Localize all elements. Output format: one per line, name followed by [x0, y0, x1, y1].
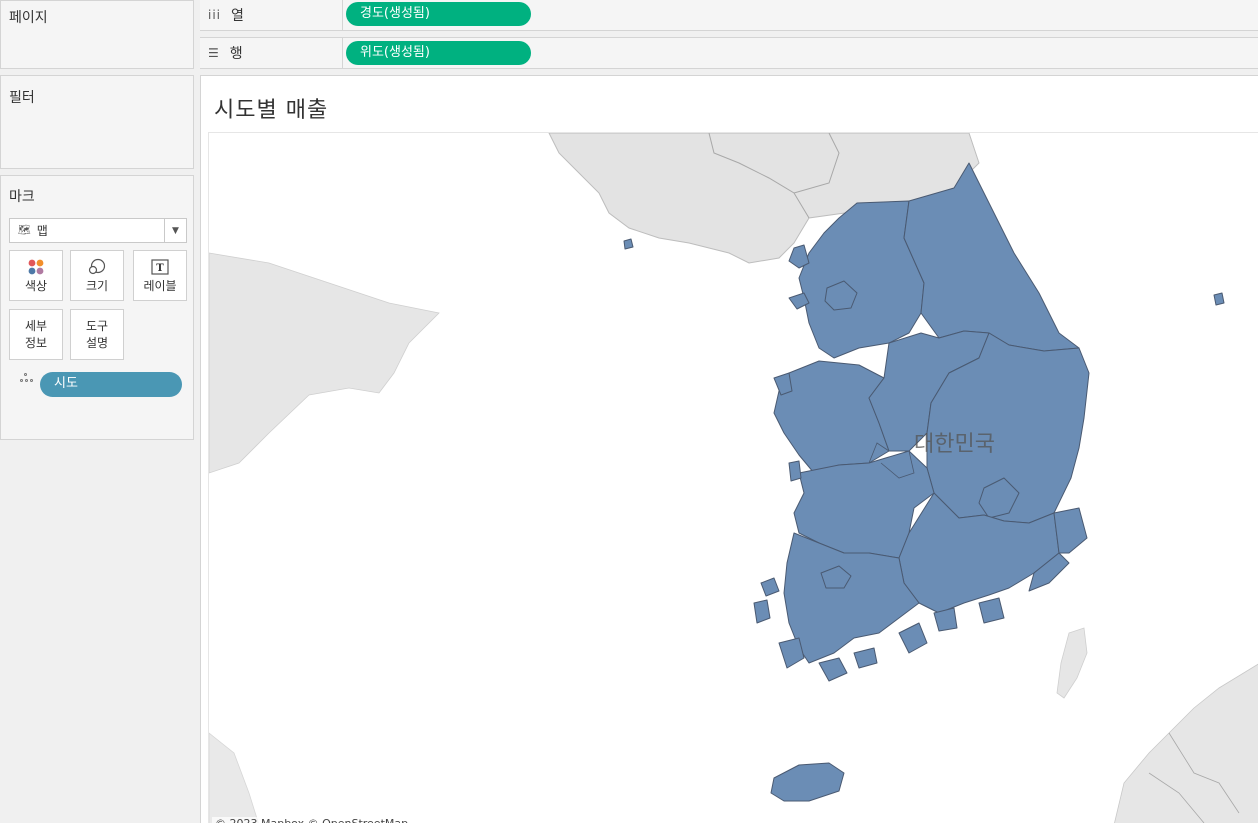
text-label-icon: T: [151, 256, 169, 278]
country-label: 대한민국: [914, 432, 995, 457]
detail-field-pill[interactable]: 시도: [40, 372, 182, 397]
longitude-pill[interactable]: 경도(생성됨): [346, 2, 531, 26]
detail-field-row: [19, 372, 35, 384]
korea-regions: [623, 162, 1225, 802]
tooltip-button-label-1: 도구: [85, 318, 109, 333]
region-busan: [1028, 552, 1070, 592]
size-button[interactable]: 크기: [70, 250, 124, 301]
map-canvas[interactable]: [209, 133, 1258, 823]
chevron-down-icon[interactable]: ▼: [164, 219, 186, 242]
detail-button-label-1: 세부: [24, 318, 48, 333]
region-seoul: [824, 280, 858, 311]
pages-card-title: 페이지: [9, 10, 48, 26]
rows-label-text: 행: [229, 46, 243, 62]
pages-card[interactable]: 페이지: [0, 0, 194, 69]
region-borders: [868, 442, 915, 479]
map-attribution[interactable]: © 2023 Mapbox © OpenStreetMap: [212, 817, 412, 823]
land-west: [209, 252, 440, 474]
region-daegu: [978, 477, 1020, 519]
region-jeonnam: [783, 532, 920, 664]
tooltip-button[interactable]: 도구 설명: [70, 309, 124, 360]
island-9: [853, 647, 878, 669]
color-button[interactable]: 색상: [9, 250, 63, 301]
label-button[interactable]: T 레이블: [133, 250, 187, 301]
island-6: [753, 599, 771, 624]
detail-button[interactable]: 세부 정보: [9, 309, 63, 360]
rows-icon: ☰: [208, 46, 220, 60]
island-13: [623, 238, 634, 250]
island-10: [898, 622, 928, 654]
svg-text:T: T: [156, 263, 164, 274]
mark-type-label: 맵: [36, 224, 48, 238]
color-dots-icon: [27, 256, 45, 278]
columns-icon: iii: [208, 8, 222, 22]
map-view[interactable]: 대한민국 © 2023 Mapbox © OpenStreetMap: [208, 132, 1258, 823]
island-12: [978, 597, 1005, 624]
rows-shelf[interactable]: ☰ 행 위도(생성됨): [200, 37, 1258, 69]
label-button-label: 레이블: [143, 279, 177, 293]
region-ulsan: [1053, 507, 1088, 554]
land-japan-border: [1148, 732, 1240, 823]
marks-card-title: 마크: [9, 189, 35, 205]
land-japan: [1114, 663, 1258, 823]
island-8: [818, 657, 848, 682]
land-west-coast: [209, 732, 259, 823]
size-circles-icon: [87, 256, 107, 278]
detail-dots-icon: [19, 372, 35, 384]
worksheet: 시도별 매출: [200, 75, 1258, 823]
land-japan-island: [1056, 627, 1088, 699]
filters-card-title: 필터: [9, 90, 35, 106]
color-button-label: 색상: [24, 279, 48, 293]
island-3: [773, 372, 793, 396]
region-gwangju: [820, 565, 852, 589]
filters-card[interactable]: 필터: [0, 75, 194, 169]
island-5: [760, 577, 780, 597]
size-button-label: 크기: [85, 279, 109, 293]
map-icon: 🗺: [18, 225, 31, 236]
island-1: [788, 244, 810, 269]
tooltip-button-label-2: 설명: [85, 335, 109, 350]
land-north-border: [708, 133, 840, 219]
detail-button-label-2: 정보: [24, 335, 48, 350]
region-jeju: [770, 762, 845, 802]
latitude-pill[interactable]: 위도(생성됨): [346, 41, 531, 65]
columns-shelf-label: iii 열: [200, 0, 343, 30]
columns-label-text: 열: [231, 8, 244, 24]
columns-shelf[interactable]: iii 열 경도(생성됨): [200, 0, 1258, 31]
sheet-title[interactable]: 시도별 매출: [214, 98, 329, 123]
island-east: [1213, 292, 1225, 306]
island-4: [788, 460, 802, 482]
island-11: [933, 607, 958, 632]
mark-type-dropdown[interactable]: 🗺 맵 ▼: [9, 218, 187, 243]
island-2: [788, 292, 810, 310]
marks-card: 마크 🗺 맵 ▼ 색상: [0, 175, 194, 440]
island-7: [778, 637, 805, 669]
rows-shelf-label: ☰ 행: [200, 38, 343, 68]
region-gyeonggi: [798, 200, 925, 359]
